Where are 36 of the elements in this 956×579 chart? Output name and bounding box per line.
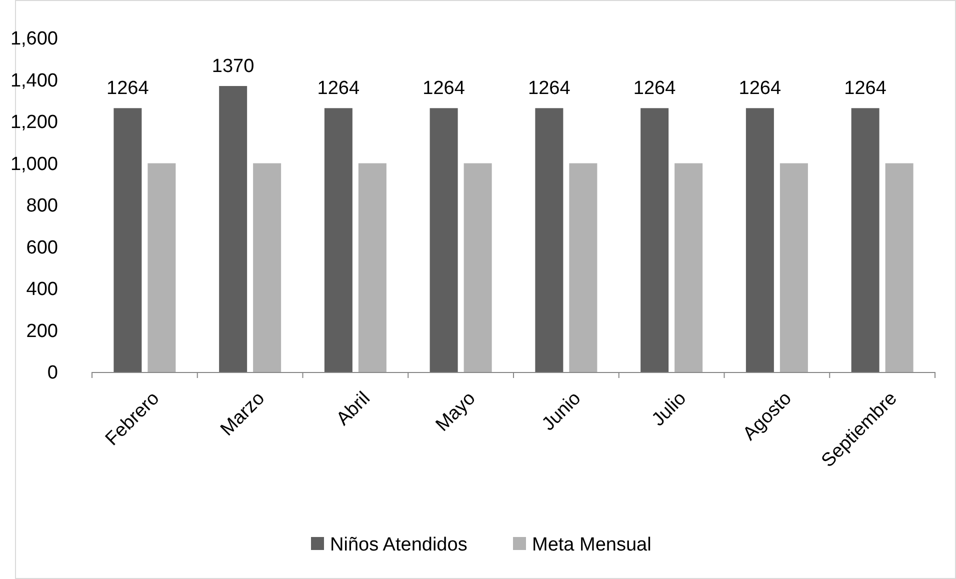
data-label: 1264 <box>633 78 676 100</box>
bar <box>148 163 176 372</box>
bar <box>780 163 808 372</box>
y-tick-label: 1,000 <box>10 154 58 175</box>
y-tick-label: 1,600 <box>10 28 58 50</box>
bar <box>430 108 458 372</box>
data-label: 1264 <box>738 78 782 100</box>
bar <box>674 163 703 372</box>
data-label: 1264 <box>422 78 466 100</box>
bar <box>114 108 142 372</box>
y-tick-label: 800 <box>26 196 58 217</box>
bar <box>569 163 598 372</box>
bar <box>535 108 564 372</box>
y-tick-label: 400 <box>26 279 58 300</box>
bar <box>253 163 282 372</box>
legend-label: Niños Atendidos <box>330 534 468 556</box>
data-label: 1370 <box>212 56 254 78</box>
y-tick-label: 1,200 <box>10 112 58 134</box>
bar <box>324 108 352 372</box>
data-label: 1264 <box>844 78 887 100</box>
data-label: 1264 <box>106 78 150 100</box>
y-tick-label: 1,400 <box>10 70 58 92</box>
data-label: 1264 <box>528 78 571 100</box>
legend-label: Meta Mensual <box>532 534 652 556</box>
y-tick-label: 0 <box>47 362 58 384</box>
bar <box>358 163 386 372</box>
bar <box>464 163 492 372</box>
bar <box>885 163 914 372</box>
data-label: 1264 <box>317 78 360 100</box>
bar <box>851 108 880 372</box>
y-tick-label: 600 <box>26 237 58 258</box>
bar <box>746 108 774 372</box>
bar <box>219 86 248 372</box>
y-tick-label: 200 <box>26 320 58 342</box>
bar <box>640 108 669 372</box>
x-tick-label: Julio <box>648 388 691 431</box>
